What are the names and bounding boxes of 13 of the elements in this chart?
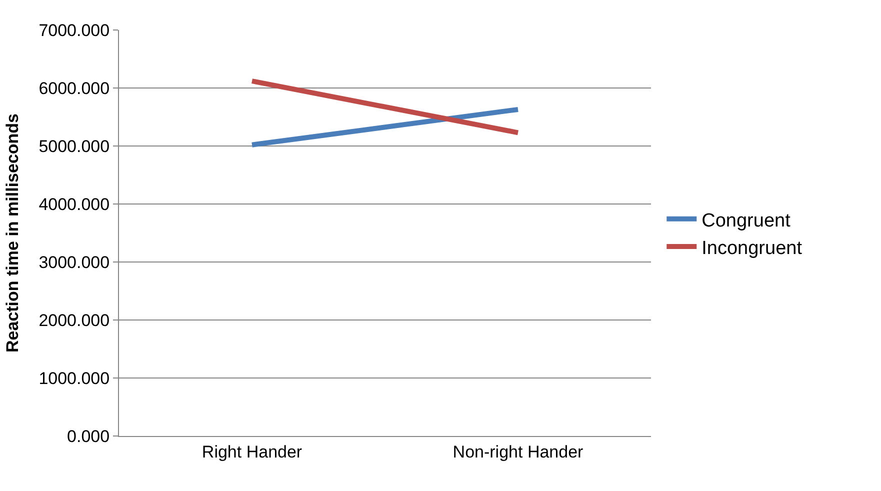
y-tick-label: 6000.000 xyxy=(38,78,110,98)
y-axis-title: Reaction time in milliseconds xyxy=(3,113,22,353)
y-tick-label: 7000.000 xyxy=(38,20,110,40)
legend-label: Congruent xyxy=(702,210,792,232)
legend-label: Incongruent xyxy=(702,238,803,259)
y-tick-label: 0.000 xyxy=(67,426,110,446)
y-tick-label: 1000.000 xyxy=(38,368,110,388)
y-tick-label: 5000.000 xyxy=(38,136,110,156)
y-tick-label: 4000.000 xyxy=(38,194,110,214)
x-tick-label: Non-right Hander xyxy=(452,442,584,462)
y-tick-label: 3000.000 xyxy=(38,252,110,272)
x-tick-label: Right Hander xyxy=(202,442,302,462)
y-tick-label: 2000.000 xyxy=(38,310,110,330)
